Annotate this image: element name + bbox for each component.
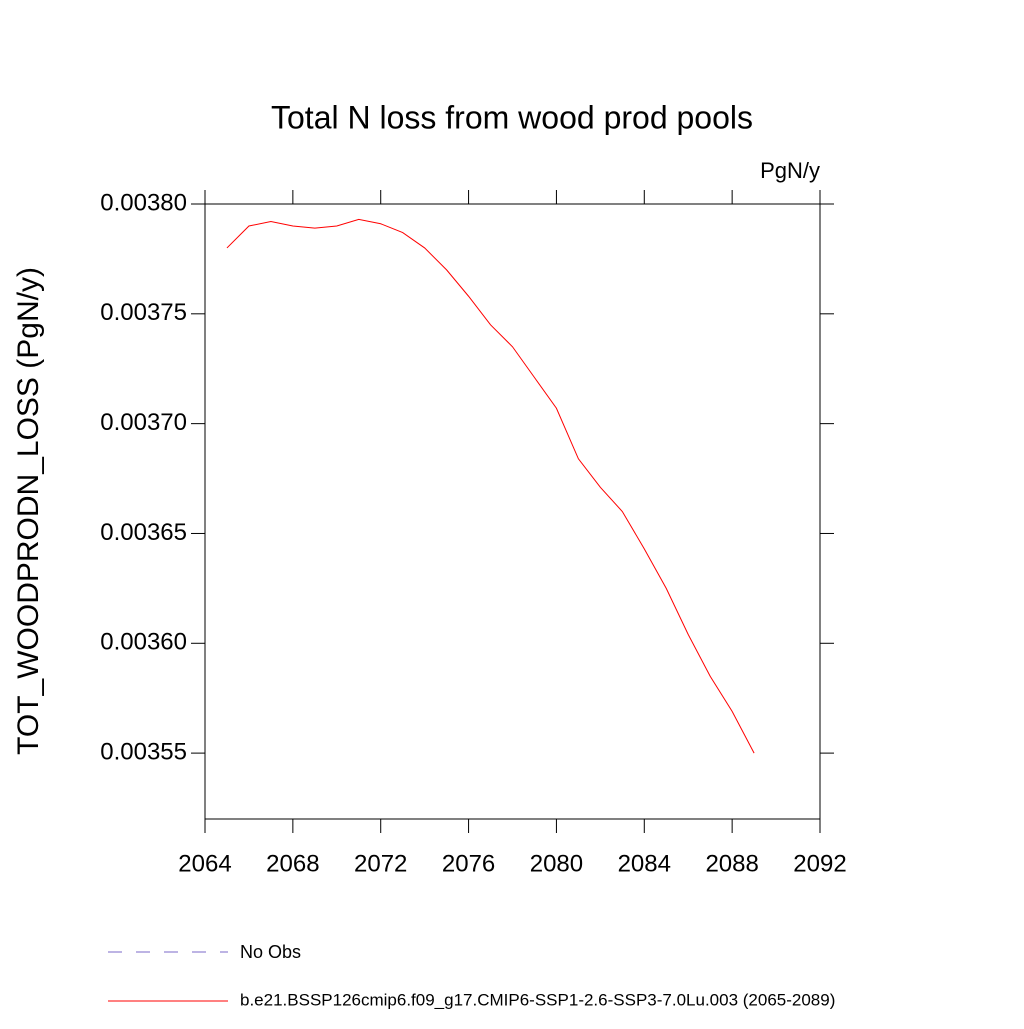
- plot-frame: [204, 203, 821, 820]
- x-tick-label: 2080: [530, 850, 583, 877]
- y-tick-label: 0.00360: [100, 629, 187, 656]
- y-tick-label: 0.00370: [100, 409, 187, 436]
- x-tick-label: 2088: [705, 850, 758, 877]
- data-line: [226, 218, 755, 754]
- units-label: PgN/y: [760, 158, 820, 183]
- legend-label: b.e21.BSSP126cmip6.f09_g17.CMIP6-SSP1-2.…: [240, 990, 835, 1009]
- x-tick-label: 2064: [178, 850, 231, 877]
- y-tick-label: 0.00355: [100, 738, 187, 765]
- y-tick-label: 0.00375: [100, 299, 187, 326]
- legend-label: No Obs: [240, 942, 301, 962]
- y-tick-label: 0.00365: [100, 519, 187, 546]
- y-axis-title: TOT_WOODPRODN_LOSS (PgN/y): [12, 267, 45, 755]
- x-tick-label: 2068: [266, 850, 319, 877]
- chart-title: Total N loss from wood prod pools: [271, 99, 753, 135]
- x-tick-label: 2084: [618, 850, 671, 877]
- x-tick-label: 2076: [442, 850, 495, 877]
- x-tick-label: 2072: [354, 850, 407, 877]
- x-tick-label: 2092: [793, 850, 846, 877]
- y-tick-label: 0.00380: [100, 189, 187, 216]
